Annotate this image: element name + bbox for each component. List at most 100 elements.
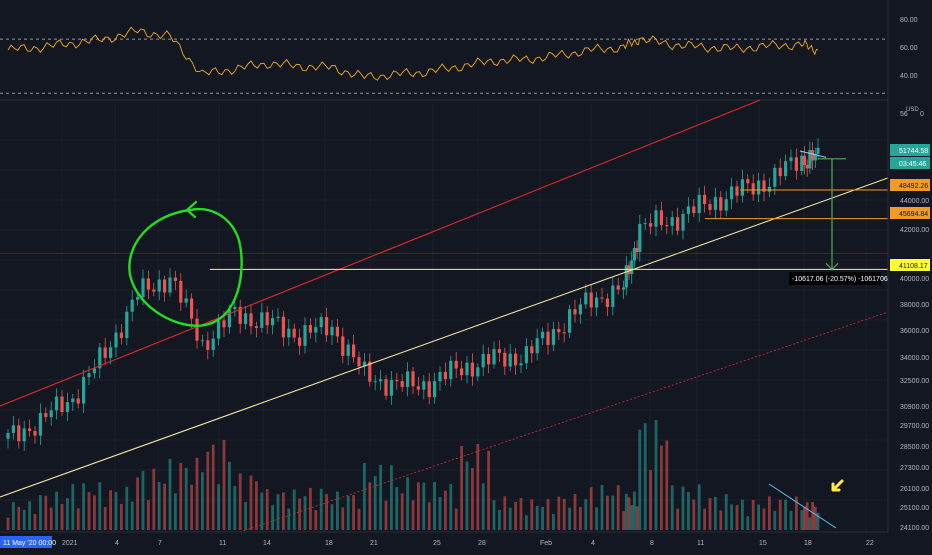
candle-body	[546, 331, 550, 345]
volume-bar	[60, 503, 64, 530]
volume-bar	[589, 487, 593, 530]
volume-bar	[813, 507, 817, 530]
volume-bar	[427, 502, 431, 530]
volume-bar	[276, 494, 280, 530]
channel-upper-line	[0, 99, 761, 407]
candle-body	[303, 325, 307, 346]
candle-body	[65, 402, 69, 413]
volume-bar	[66, 498, 69, 530]
candle-body	[562, 332, 566, 334]
candle-body	[481, 353, 485, 368]
candle-body	[692, 206, 696, 213]
candle-body	[11, 425, 15, 433]
candle-body	[335, 326, 339, 337]
volume-bar	[808, 517, 812, 530]
candle-body	[649, 223, 653, 227]
candle-body	[416, 386, 420, 390]
volume-bar	[714, 497, 717, 530]
volume-bar	[481, 483, 485, 530]
volume-bar	[395, 487, 399, 530]
candle-body	[638, 223, 642, 253]
price-tick: 24100.00	[900, 525, 929, 532]
volume-bar	[163, 483, 166, 530]
candle-body	[438, 372, 442, 382]
volume-trendline	[768, 483, 837, 529]
candle-body	[681, 213, 685, 231]
volume-bar	[611, 495, 615, 530]
rsi-pane	[0, 26, 888, 94]
volume-bar	[562, 498, 566, 530]
volume-bar	[676, 508, 679, 530]
candle-body	[298, 337, 302, 346]
candle-body	[190, 298, 194, 319]
candle-body	[470, 362, 474, 377]
candle-body	[465, 362, 469, 376]
candle-body	[735, 186, 739, 196]
volume-bar	[39, 495, 42, 530]
candle-body	[244, 313, 248, 324]
volume-bar	[130, 501, 134, 530]
volume-bar	[692, 499, 696, 530]
candle-body	[573, 309, 577, 315]
volume-bar	[719, 510, 723, 530]
candle-body	[487, 353, 491, 365]
candle-body	[813, 153, 817, 161]
candle-body	[784, 161, 788, 177]
candle-body	[195, 318, 199, 341]
volume-bar	[184, 467, 188, 530]
candle-body	[217, 320, 221, 339]
level-tag-2	[890, 207, 930, 219]
volume-bar	[465, 461, 469, 530]
time-tick: Feb	[540, 540, 552, 547]
candle-body	[616, 285, 620, 290]
volume-bar	[630, 505, 634, 530]
countdown-label: 03:45:46	[899, 161, 926, 168]
volume-bar	[503, 496, 507, 530]
candle-body	[141, 278, 145, 298]
volume-bar	[498, 509, 501, 530]
volume-bar	[530, 499, 534, 530]
volume-bar	[400, 493, 404, 530]
candle-body	[632, 248, 636, 261]
candle-body	[249, 313, 253, 327]
volume-bar	[379, 464, 382, 530]
volume-bar	[595, 507, 598, 530]
volume-bar	[487, 450, 490, 530]
candle-body	[373, 381, 377, 383]
volume-bar	[190, 484, 193, 530]
candle-body	[82, 377, 86, 404]
volume-bar	[789, 510, 793, 530]
candle-body	[503, 352, 507, 367]
price-tick: 26100.00	[900, 486, 929, 493]
volume-bar	[71, 484, 75, 530]
volume-bar	[638, 429, 642, 530]
candle-body	[643, 223, 647, 225]
candle-body	[757, 180, 761, 195]
volume-bar	[206, 451, 210, 530]
candle-body	[703, 194, 707, 205]
volume-bar	[773, 510, 777, 530]
candle-body	[6, 432, 10, 439]
volume-bar	[282, 492, 285, 530]
price-axis-top-label: 56	[900, 111, 908, 118]
time-tick: 8	[650, 540, 654, 547]
volume-bar	[552, 513, 555, 530]
candle-body	[308, 325, 312, 333]
volume-bar	[735, 505, 739, 530]
volume-bar	[417, 482, 420, 530]
time-cursor-tag	[0, 536, 52, 548]
volume-bar	[168, 458, 172, 530]
candle-body	[816, 147, 820, 154]
current-price-label: 51744.58	[899, 148, 928, 155]
level-tag-3	[890, 259, 930, 271]
volume-bar	[125, 486, 129, 530]
volume-bar	[44, 495, 48, 530]
candle-body	[665, 225, 669, 227]
candle-body	[352, 344, 356, 358]
volume-bar	[800, 510, 804, 530]
candle-body	[163, 279, 167, 293]
volume-bar	[49, 507, 53, 530]
price-axis-top-label: 0	[920, 111, 924, 118]
